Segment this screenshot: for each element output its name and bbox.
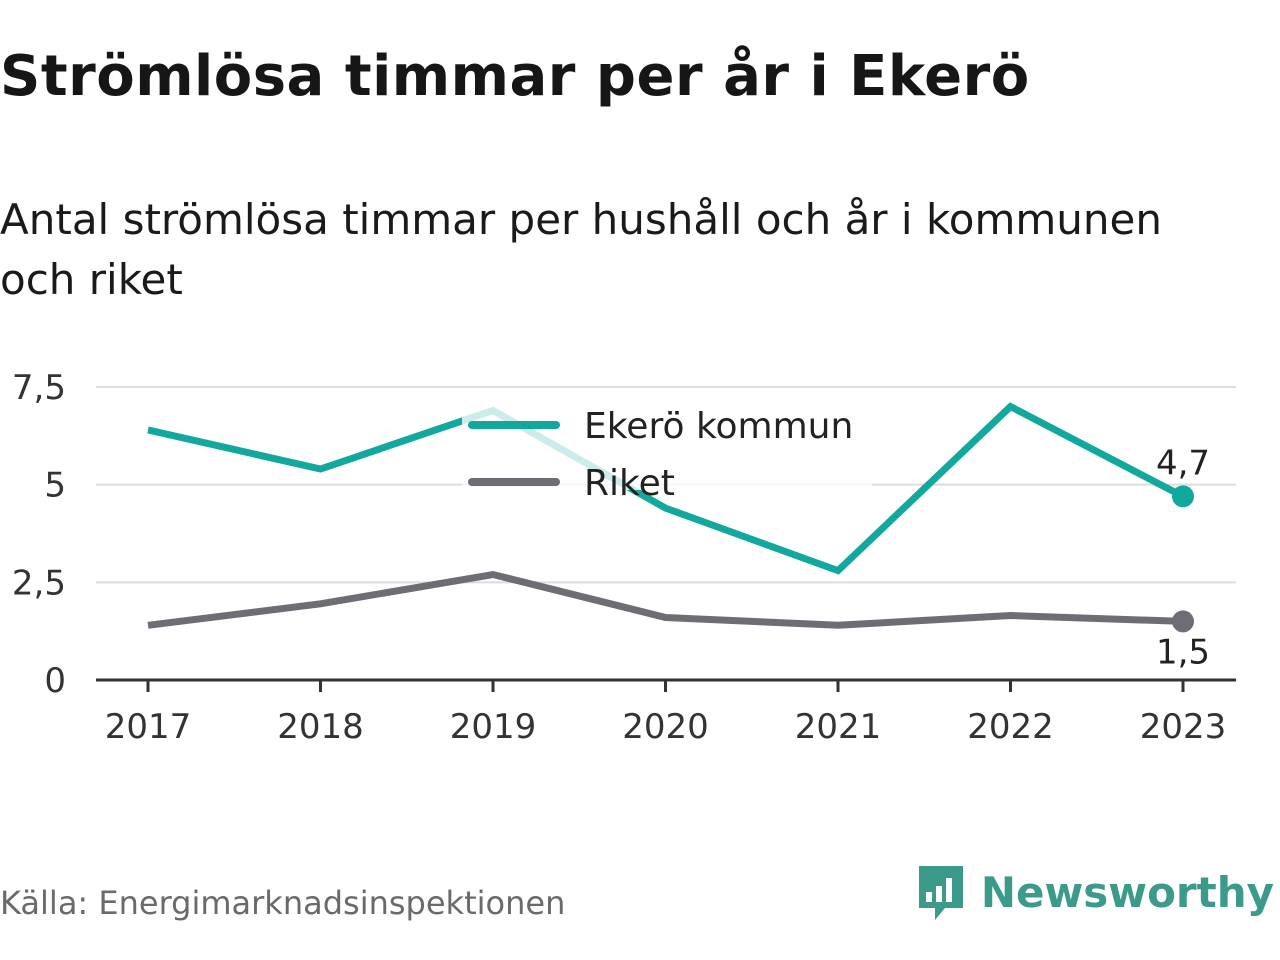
x-axis: 2017 2018 2019 2020 2021 2022 2023 xyxy=(96,678,1236,747)
end-point-marker xyxy=(1172,610,1194,633)
y-tick-label: 5 xyxy=(44,466,66,506)
source-note: Källa: Energimarknadsinspektionen xyxy=(0,884,566,922)
brand-name: Newsworthy xyxy=(980,867,1274,917)
legend: Ekerö kommun Riket xyxy=(462,392,872,504)
y-tick-label: 2,5 xyxy=(12,563,66,603)
line-chart: 0 2,5 5 7,5 2017 2018 2019 2020 2021 2022 2023 Ek… xyxy=(12,368,1236,747)
x-tick-label: 2022 xyxy=(967,707,1054,747)
x-tick-label: 2020 xyxy=(622,707,709,747)
x-tick-label: 2019 xyxy=(450,707,537,747)
newsworthy-logo-icon xyxy=(918,866,963,920)
x-tick-label: 2021 xyxy=(795,707,882,747)
chart-subtitle: Antal strömlösa timmar per hushåll och å… xyxy=(0,195,1162,304)
legend-label: Ekerö kommun xyxy=(584,406,853,447)
y-axis-ticks: 0 2,5 5 7,5 xyxy=(12,368,66,701)
series-line-riket xyxy=(147,570,1184,629)
series-line-ekero xyxy=(147,402,1185,575)
x-tick-label: 2023 xyxy=(1140,707,1227,747)
chart-title: Strömlösa timmar per år i Ekerö xyxy=(0,44,1030,109)
end-value-label: 1,5 xyxy=(1156,632,1210,672)
legend-label: Riket xyxy=(584,463,675,504)
legend-background xyxy=(462,392,872,490)
end-value-label: 4,7 xyxy=(1156,443,1210,483)
y-tick-label: 7,5 xyxy=(12,368,66,408)
x-tick-label: 2017 xyxy=(105,707,192,747)
series-lines xyxy=(147,402,1194,633)
x-tick-label: 2018 xyxy=(277,707,364,747)
end-value-labels: 4,7 1,5 xyxy=(1156,443,1210,672)
brand-logo: Newsworthy xyxy=(915,862,1274,922)
y-tick-label: 0 xyxy=(44,661,66,701)
end-point-marker xyxy=(1172,485,1194,508)
